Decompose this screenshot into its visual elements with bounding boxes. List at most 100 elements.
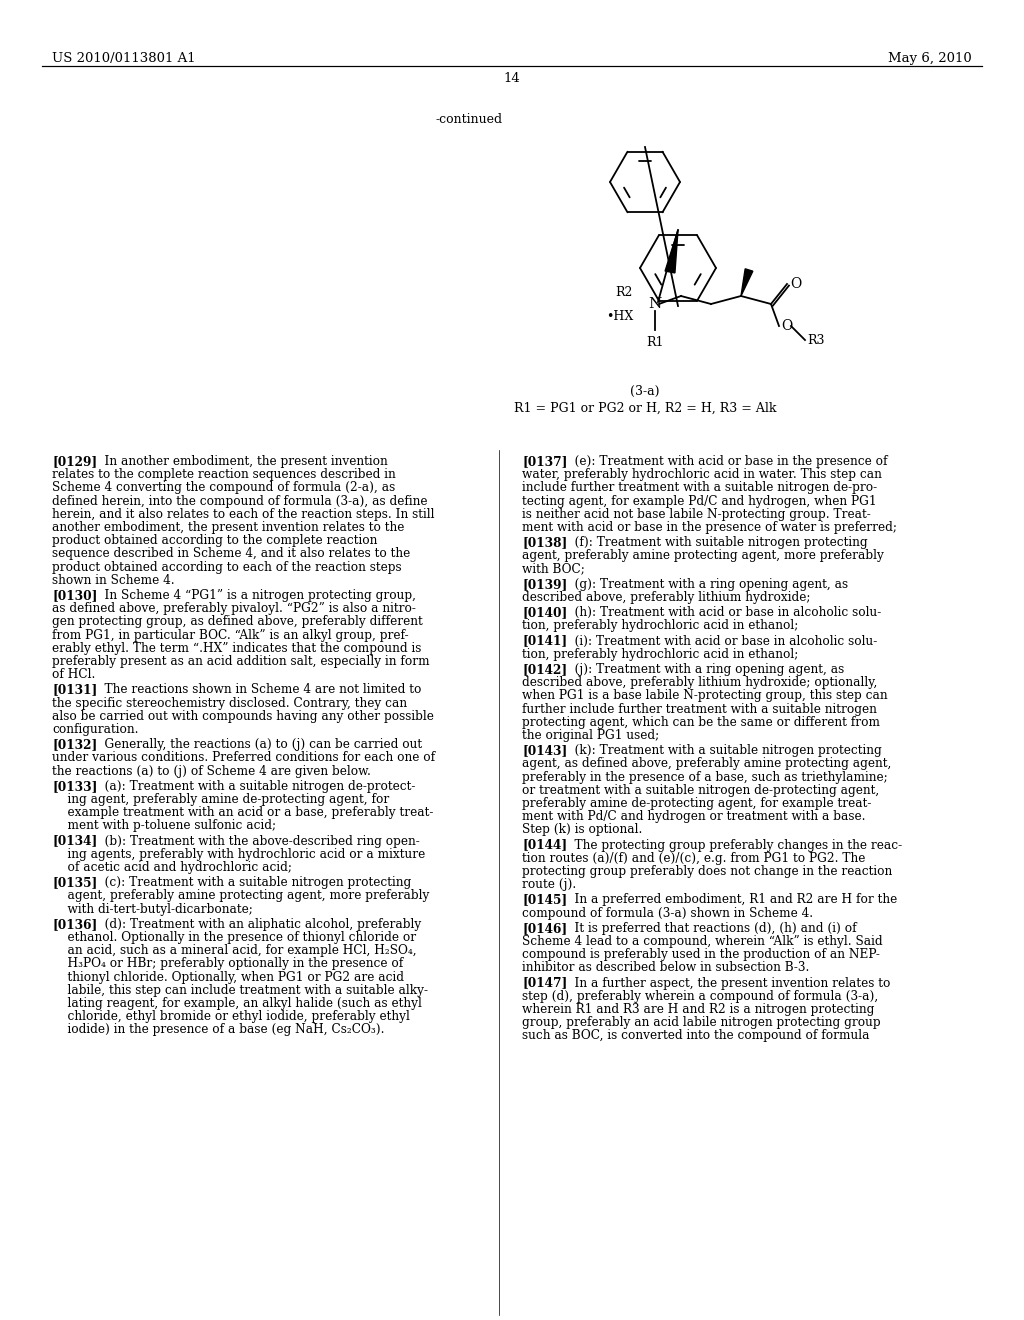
Text: agent, preferably amine protecting agent, more preferably: agent, preferably amine protecting agent…: [52, 890, 429, 903]
Text: described above, preferably lithium hydroxide;: described above, preferably lithium hydr…: [522, 591, 811, 605]
Text: the original PG1 used;: the original PG1 used;: [522, 729, 659, 742]
Text: [0132]: [0132]: [52, 738, 97, 751]
Text: further include further treatment with a suitable nitrogen: further include further treatment with a…: [522, 702, 877, 715]
Text: ment with acid or base in the presence of water is preferred;: ment with acid or base in the presence o…: [522, 521, 897, 535]
Text: water, preferably hydrochloric acid in water. This step can: water, preferably hydrochloric acid in w…: [522, 469, 882, 482]
Text: protecting agent, which can be the same or different from: protecting agent, which can be the same …: [522, 715, 880, 729]
Text: relates to the complete reaction sequences described in: relates to the complete reaction sequenc…: [52, 469, 395, 482]
Text: [0146]: [0146]: [522, 921, 567, 935]
Text: product obtained according to each of the reaction steps: product obtained according to each of th…: [52, 561, 401, 574]
Text: ment with Pd/C and hydrogen or treatment with a base.: ment with Pd/C and hydrogen or treatment…: [522, 810, 865, 824]
Text: as defined above, preferably pivaloyl. “PG2” is also a nitro-: as defined above, preferably pivaloyl. “…: [52, 602, 416, 615]
Text: The reactions shown in Scheme 4 are not limited to: The reactions shown in Scheme 4 are not …: [89, 684, 421, 697]
Text: described above, preferably lithium hydroxide; optionally,: described above, preferably lithium hydr…: [522, 676, 878, 689]
Text: preferably amine de-protecting agent, for example treat-: preferably amine de-protecting agent, fo…: [522, 797, 871, 810]
Text: thionyl chloride. Optionally, when PG1 or PG2 are acid: thionyl chloride. Optionally, when PG1 o…: [52, 970, 404, 983]
Polygon shape: [666, 230, 678, 273]
Text: -continued: -continued: [435, 114, 502, 125]
Text: Scheme 4 converting the compound of formula (2-a), as: Scheme 4 converting the compound of form…: [52, 482, 395, 495]
Text: O: O: [781, 319, 793, 333]
Text: [0144]: [0144]: [522, 838, 567, 851]
Text: [0147]: [0147]: [522, 977, 567, 990]
Text: H₃PO₄ or HBr; preferably optionally in the presence of: H₃PO₄ or HBr; preferably optionally in t…: [52, 957, 403, 970]
Text: an acid, such as a mineral acid, for example HCl, H₂SO₄,: an acid, such as a mineral acid, for exa…: [52, 944, 417, 957]
Text: ethanol. Optionally in the presence of thionyl chloride or: ethanol. Optionally in the presence of t…: [52, 931, 416, 944]
Text: the reactions (a) to (j) of Scheme 4 are given below.: the reactions (a) to (j) of Scheme 4 are…: [52, 764, 371, 777]
Text: (e): Treatment with acid or base in the presence of: (e): Treatment with acid or base in the …: [559, 455, 887, 469]
Text: [0133]: [0133]: [52, 780, 97, 793]
Text: tion, preferably hydrochloric acid in ethanol;: tion, preferably hydrochloric acid in et…: [522, 619, 799, 632]
Text: another embodiment, the present invention relates to the: another embodiment, the present inventio…: [52, 521, 404, 535]
Text: compound is preferably used in the production of an NEP-: compound is preferably used in the produ…: [522, 948, 880, 961]
Text: erably ethyl. The term “.HX” indicates that the compound is: erably ethyl. The term “.HX” indicates t…: [52, 642, 421, 655]
Text: step (d), preferably wherein a compound of formula (3-a),: step (d), preferably wherein a compound …: [522, 990, 879, 1003]
Text: [0143]: [0143]: [522, 744, 567, 758]
Text: lating reagent, for example, an alkyl halide (such as ethyl: lating reagent, for example, an alkyl ha…: [52, 997, 422, 1010]
Text: gen protecting group, as defined above, preferably different: gen protecting group, as defined above, …: [52, 615, 423, 628]
Text: [0139]: [0139]: [522, 578, 567, 591]
Text: Generally, the reactions (a) to (j) can be carried out: Generally, the reactions (a) to (j) can …: [89, 738, 422, 751]
Text: Step (k) is optional.: Step (k) is optional.: [522, 824, 642, 837]
Text: The protecting group preferably changes in the reac-: The protecting group preferably changes …: [559, 838, 902, 851]
Text: [0142]: [0142]: [522, 663, 567, 676]
Text: [0130]: [0130]: [52, 589, 97, 602]
Text: R3: R3: [807, 334, 824, 346]
Text: R1 = PG1 or PG2 or H, R2 = H, R3 = Alk: R1 = PG1 or PG2 or H, R2 = H, R3 = Alk: [514, 403, 776, 414]
Text: tecting agent, for example Pd/C and hydrogen, when PG1: tecting agent, for example Pd/C and hydr…: [522, 495, 877, 508]
Polygon shape: [741, 269, 753, 296]
Text: N: N: [648, 297, 662, 312]
Text: configuration.: configuration.: [52, 723, 138, 737]
Text: from PG1, in particular BOC. “Alk” is an alkyl group, pref-: from PG1, in particular BOC. “Alk” is an…: [52, 628, 409, 642]
Text: ing agents, preferably with hydrochloric acid or a mixture: ing agents, preferably with hydrochloric…: [52, 847, 425, 861]
Text: [0131]: [0131]: [52, 684, 97, 697]
Text: (c): Treatment with a suitable nitrogen protecting: (c): Treatment with a suitable nitrogen …: [89, 876, 411, 890]
Text: (a): Treatment with a suitable nitrogen de-protect-: (a): Treatment with a suitable nitrogen …: [89, 780, 415, 793]
Text: O: O: [790, 277, 801, 290]
Text: also be carried out with compounds having any other possible: also be carried out with compounds havin…: [52, 710, 434, 723]
Text: (3-a): (3-a): [630, 385, 659, 399]
Text: sequence described in Scheme 4, and it also relates to the: sequence described in Scheme 4, and it a…: [52, 548, 411, 561]
Text: compound of formula (3-a) shown in Scheme 4.: compound of formula (3-a) shown in Schem…: [522, 907, 813, 920]
Text: (d): Treatment with an aliphatic alcohol, preferably: (d): Treatment with an aliphatic alcohol…: [89, 917, 421, 931]
Text: agent, preferably amine protecting agent, more preferably: agent, preferably amine protecting agent…: [522, 549, 884, 562]
Text: [0140]: [0140]: [522, 606, 567, 619]
Text: ing agent, preferably amine de-protecting agent, for: ing agent, preferably amine de-protectin…: [52, 793, 389, 807]
Text: labile, this step can include treatment with a suitable alky-: labile, this step can include treatment …: [52, 983, 428, 997]
Text: [0136]: [0136]: [52, 917, 97, 931]
Text: (g): Treatment with a ring opening agent, as: (g): Treatment with a ring opening agent…: [559, 578, 848, 591]
Text: example treatment with an acid or a base, preferably treat-: example treatment with an acid or a base…: [52, 807, 433, 820]
Text: chloride, ethyl bromide or ethyl iodide, preferably ethyl: chloride, ethyl bromide or ethyl iodide,…: [52, 1010, 410, 1023]
Text: the specific stereochemistry disclosed. Contrary, they can: the specific stereochemistry disclosed. …: [52, 697, 408, 710]
Text: shown in Scheme 4.: shown in Scheme 4.: [52, 574, 175, 587]
Text: [0137]: [0137]: [522, 455, 567, 469]
Text: herein, and it also relates to each of the reaction steps. In still: herein, and it also relates to each of t…: [52, 508, 434, 521]
Text: product obtained according to the complete reaction: product obtained according to the comple…: [52, 535, 378, 548]
Text: (k): Treatment with a suitable nitrogen protecting: (k): Treatment with a suitable nitrogen …: [559, 744, 882, 758]
Text: In a further aspect, the present invention relates to: In a further aspect, the present inventi…: [559, 977, 890, 990]
Text: R2: R2: [615, 285, 633, 298]
Text: R1: R1: [646, 337, 664, 348]
Text: under various conditions. Preferred conditions for each one of: under various conditions. Preferred cond…: [52, 751, 435, 764]
Text: •HX: •HX: [606, 309, 633, 322]
Text: of acetic acid and hydrochloric acid;: of acetic acid and hydrochloric acid;: [52, 861, 292, 874]
Text: protecting group preferably does not change in the reaction: protecting group preferably does not cha…: [522, 865, 892, 878]
Text: In another embodiment, the present invention: In another embodiment, the present inven…: [89, 455, 387, 469]
Text: US 2010/0113801 A1: US 2010/0113801 A1: [52, 51, 196, 65]
Text: [0129]: [0129]: [52, 455, 97, 469]
Text: preferably in the presence of a base, such as triethylamine;: preferably in the presence of a base, su…: [522, 771, 888, 784]
Text: [0134]: [0134]: [52, 834, 97, 847]
Text: iodide) in the presence of a base (eg NaH, Cs₂CO₃).: iodide) in the presence of a base (eg Na…: [52, 1023, 384, 1036]
Text: ment with p-toluene sulfonic acid;: ment with p-toluene sulfonic acid;: [52, 820, 276, 833]
Text: include further treatment with a suitable nitrogen de-pro-: include further treatment with a suitabl…: [522, 482, 878, 495]
Text: wherein R1 and R3 are H and R2 is a nitrogen protecting: wherein R1 and R3 are H and R2 is a nitr…: [522, 1003, 874, 1016]
Text: [0141]: [0141]: [522, 635, 567, 648]
Text: (b): Treatment with the above-described ring open-: (b): Treatment with the above-described …: [89, 834, 420, 847]
Text: (f): Treatment with suitable nitrogen protecting: (f): Treatment with suitable nitrogen pr…: [559, 536, 867, 549]
Text: 14: 14: [504, 73, 520, 84]
Text: is neither acid not base labile N-protecting group. Treat-: is neither acid not base labile N-protec…: [522, 508, 870, 521]
Text: defined herein, into the compound of formula (3-a), as define: defined herein, into the compound of for…: [52, 495, 427, 508]
Text: group, preferably an acid labile nitrogen protecting group: group, preferably an acid labile nitroge…: [522, 1016, 881, 1030]
Text: Scheme 4 lead to a compound, wherein “Alk” is ethyl. Said: Scheme 4 lead to a compound, wherein “Al…: [522, 935, 883, 948]
Text: when PG1 is a base labile N-protecting group, this step can: when PG1 is a base labile N-protecting g…: [522, 689, 888, 702]
Text: of HCl.: of HCl.: [52, 668, 95, 681]
